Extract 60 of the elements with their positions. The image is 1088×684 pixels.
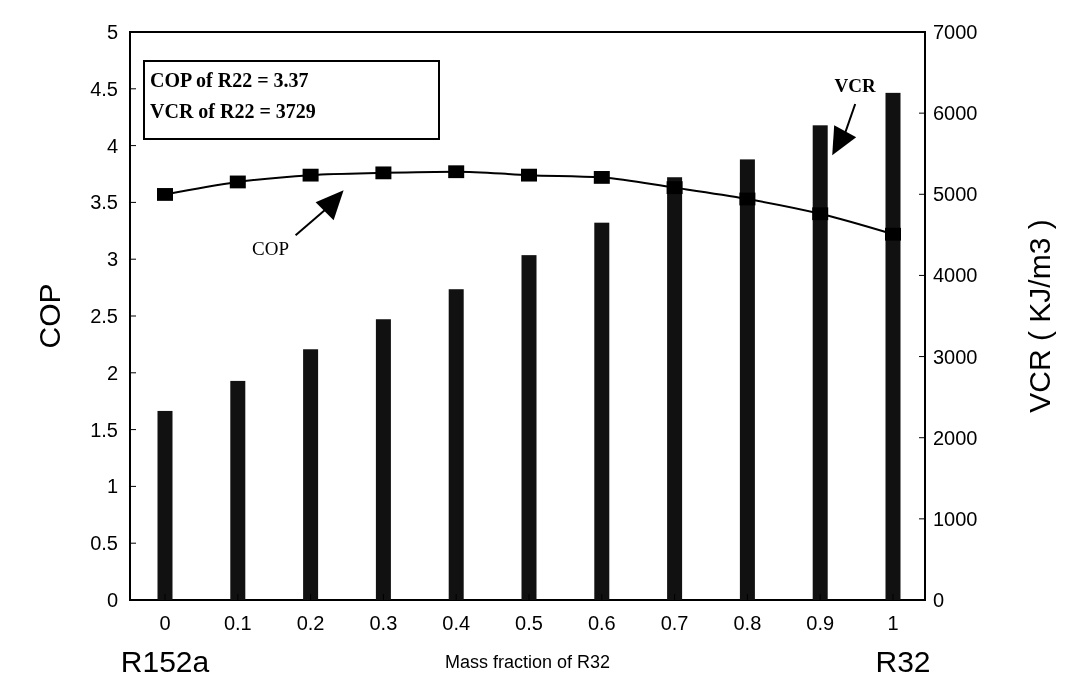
bar xyxy=(448,289,464,600)
series-label: VCR xyxy=(834,75,877,96)
x-tick-label: 0 xyxy=(159,612,171,634)
x-tick-label: 0.1 xyxy=(223,612,252,634)
x-tick-label: 0.6 xyxy=(587,612,616,634)
y-tick-label: 1 xyxy=(106,475,118,498)
text: R152a xyxy=(120,645,210,678)
y2-tick-label: 1000 xyxy=(933,507,978,530)
x-tick-label: 0.4 xyxy=(442,612,471,634)
text: R32 xyxy=(875,645,931,678)
bar xyxy=(375,319,391,600)
x-tick-label: 0.7 xyxy=(660,612,689,634)
x-tick-label: 0.3 xyxy=(369,612,398,634)
y-tick-label: 1.5 xyxy=(90,418,118,441)
point xyxy=(375,166,392,180)
y2-tick-label: 7000 xyxy=(933,21,978,43)
point xyxy=(157,188,173,201)
y2-tick-label: 6000 xyxy=(933,102,978,125)
y-tick-label: 2 xyxy=(106,361,118,384)
point xyxy=(812,207,829,221)
point xyxy=(593,171,610,184)
y-tick-label: 2.5 xyxy=(90,305,118,327)
y-tick-label: 4 xyxy=(106,134,118,157)
bar xyxy=(739,159,755,600)
y2-tick-label: 2000 xyxy=(933,426,978,449)
bar xyxy=(230,380,246,600)
x-tick-label: 0.9 xyxy=(806,612,835,634)
y2-tick-label: 0 xyxy=(933,589,945,611)
y2-axis-title: VCR ( KJ/m3 ) xyxy=(1023,219,1056,413)
bar xyxy=(812,125,828,600)
bar xyxy=(885,92,901,600)
bar xyxy=(521,255,537,600)
x-tick-label: 1 xyxy=(887,612,899,634)
y-tick-label: 0 xyxy=(106,589,118,611)
point xyxy=(448,165,465,179)
y-tick-label: 5 xyxy=(106,21,118,43)
y2-tick-label: 4000 xyxy=(933,264,978,287)
y2-tick-label: 3000 xyxy=(933,345,978,368)
y-axis-title: COP xyxy=(33,283,66,349)
y2-tick-label: 5000 xyxy=(933,183,978,206)
x-tick-label: 0.5 xyxy=(515,612,543,634)
point xyxy=(666,181,683,195)
y-tick-label: 3 xyxy=(106,248,118,271)
bar xyxy=(303,349,319,600)
bar xyxy=(594,222,610,600)
bar xyxy=(667,177,683,600)
point xyxy=(302,168,319,182)
point xyxy=(521,168,537,182)
bar xyxy=(157,410,173,600)
y-tick-label: 0.5 xyxy=(90,532,118,555)
point xyxy=(739,192,756,206)
point xyxy=(885,227,901,241)
x-tick-label: 0.2 xyxy=(296,612,325,634)
y-tick-label: 4.5 xyxy=(90,77,118,100)
point xyxy=(229,175,246,189)
y-tick-label: 3.5 xyxy=(90,191,118,214)
x-tick-label: 0.8 xyxy=(733,612,762,634)
text: COP xyxy=(252,238,290,260)
x-axis-title: Mass fraction of R32 xyxy=(444,652,611,672)
annotation: COP of R22 = 3.37 VCR of R22 = 3729 xyxy=(150,69,316,122)
